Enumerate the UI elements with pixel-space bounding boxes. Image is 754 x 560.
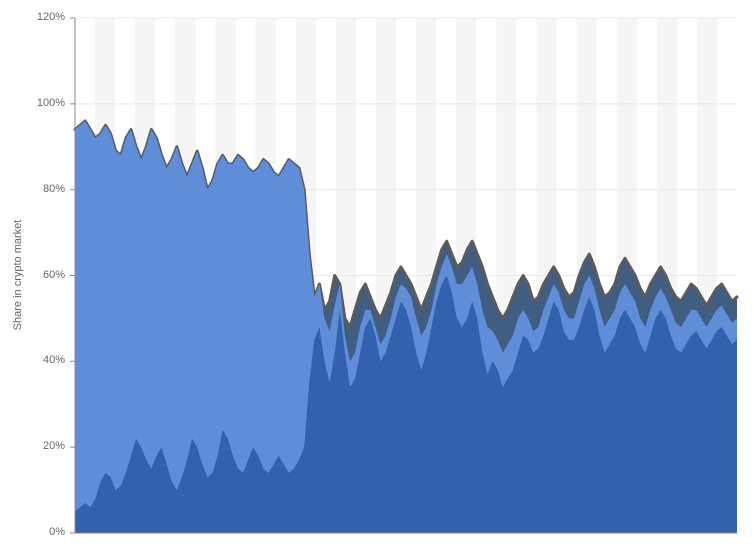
y-tick-label: 120% <box>0 11 65 23</box>
y-tick-label: 20% <box>0 440 65 452</box>
y-tick-label: 60% <box>0 269 65 281</box>
y-tick-label: 100% <box>0 97 65 109</box>
y-tick-label: 40% <box>0 354 65 366</box>
chart-plot <box>0 0 754 560</box>
y-tick-label: 0% <box>0 526 65 538</box>
y-tick-label: 80% <box>0 183 65 195</box>
chart-container: Share in crypto market 0%20%40%60%80%100… <box>0 0 754 560</box>
